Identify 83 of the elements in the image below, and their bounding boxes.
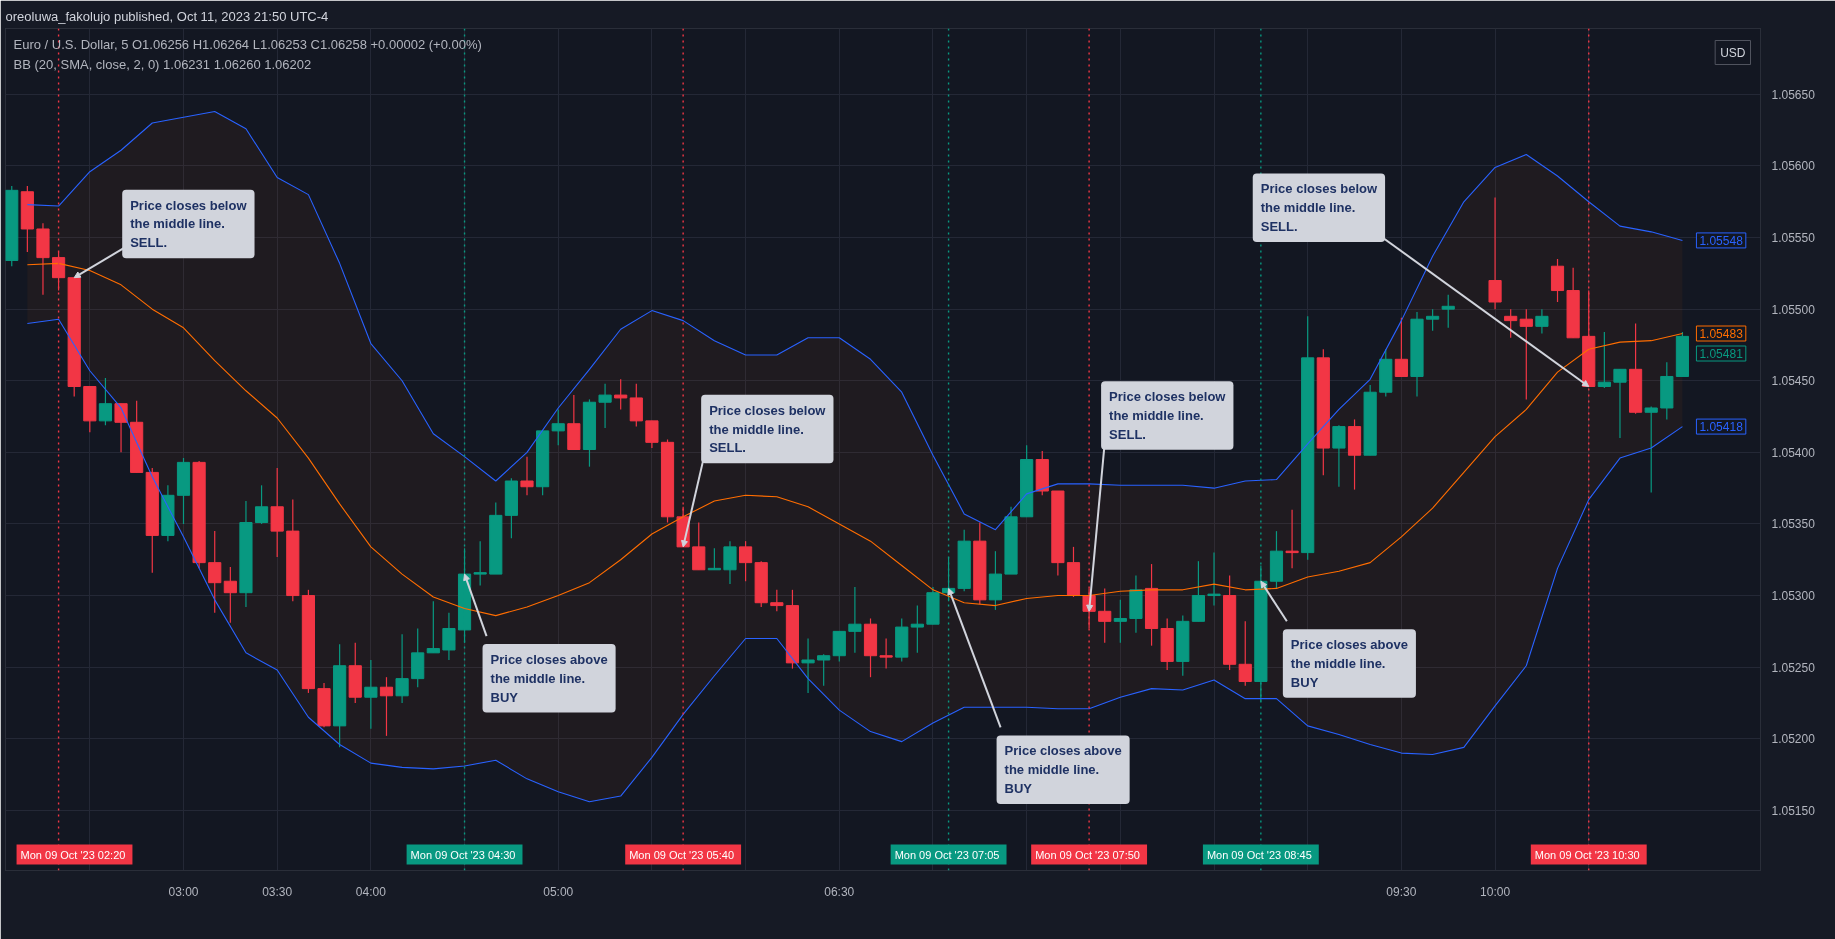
ref-line-label: Mon 09 Oct '23 07:50 <box>1035 848 1140 861</box>
candlestick <box>254 484 269 525</box>
y-axis-title: USD <box>1720 45 1746 60</box>
candlestick <box>442 612 456 661</box>
annotation: Price closes above the middle line. BUY <box>490 652 608 705</box>
candlestick <box>739 540 753 582</box>
candlestick <box>1332 424 1346 488</box>
candlestick <box>1535 308 1549 335</box>
candlestick <box>1426 308 1440 332</box>
candlestick <box>1113 599 1127 644</box>
candlestick <box>629 383 643 428</box>
candlestick <box>645 420 659 449</box>
candlestick <box>910 604 924 654</box>
candlestick <box>223 566 237 624</box>
candlestick <box>848 586 862 654</box>
candlestick <box>1238 620 1252 687</box>
annotation: BB (20, SMA, close, 2, 0) 1.06231 1.06260 1.06202 <box>13 56 312 72</box>
annotation: Price closes above the middle line. BUY <box>1290 637 1408 690</box>
annotation: Price closes below the middle line. SELL. <box>130 197 248 251</box>
data-label: 1.05418 <box>1699 420 1744 435</box>
candlestick <box>551 408 565 446</box>
x-tick-label: 09:30 <box>1386 884 1417 899</box>
y-tick-label: 1.05350 <box>1771 517 1816 532</box>
y-tick-label: 1.05250 <box>1771 660 1816 675</box>
candlestick <box>98 377 113 426</box>
candlestick <box>817 653 831 687</box>
candlestick <box>1644 405 1658 494</box>
x-tick-label: 05:00 <box>543 884 574 899</box>
candlestick <box>1098 587 1112 644</box>
x-tick-label: 03:00 <box>168 884 199 899</box>
y-tick-label: 1.05300 <box>1771 589 1816 604</box>
y-tick-label: 1.05600 <box>1771 159 1816 174</box>
candlestick <box>1441 294 1455 329</box>
y-tick-label: 1.05150 <box>1771 803 1816 818</box>
data-label: 1.05483 <box>1699 327 1744 342</box>
candlestick <box>1207 552 1221 607</box>
candlestick <box>379 676 394 737</box>
x-tick-label: 03:30 <box>262 884 293 899</box>
text: 1.05481 <box>1699 347 1743 362</box>
ref-line-label: Mon 09 Oct '23 05:40 <box>629 848 735 861</box>
y-tick-label: 1.05400 <box>1771 445 1816 460</box>
candlestick <box>1613 368 1627 439</box>
candlestick <box>879 637 893 670</box>
annotation: Price closes below the middle line. SELL. <box>709 402 827 456</box>
y-tick-label: 1.05550 <box>1771 231 1816 246</box>
candlestick <box>114 403 128 453</box>
y-tick-label: 1.05200 <box>1771 732 1816 747</box>
annotation: Price closes below the middle line. SELL. <box>1109 389 1227 442</box>
candlestick <box>473 540 487 587</box>
x-tick-label: 04:00 <box>355 884 387 899</box>
candlestick <box>520 456 534 496</box>
x-tick-label: 06:30 <box>824 884 855 899</box>
candlestick <box>364 659 378 730</box>
candlestick <box>692 521 706 571</box>
y-tick-label: 1.05650 <box>1771 87 1816 102</box>
ref-line-label: Mon 09 Oct '23 07:05 <box>894 848 1000 861</box>
ref-line-label: Mon 09 Oct '23 04:30 <box>410 848 516 861</box>
chart-title: oreoluwa_fakolujo published, Oct 11, 2023 21:50 UTC-4 <box>5 8 329 24</box>
candlestick <box>426 600 440 654</box>
candlestick <box>1504 308 1518 339</box>
y-tick-label: 1.05500 <box>1771 302 1816 317</box>
candlestick <box>723 540 737 585</box>
candlestick <box>208 530 222 614</box>
candlestick <box>598 383 612 429</box>
ref-line-label: Mon 09 Oct '23 10:30 <box>1534 848 1640 861</box>
text: Euro / U.S. Dollar, 5 O1.06256 H1.06264 L1.06253 C1.06258 +0.00002 (+0.00%) <box>13 36 482 52</box>
candlestick <box>614 378 628 410</box>
candlestick <box>801 637 815 694</box>
candlestick <box>395 633 409 704</box>
annotation: Price closes below the middle line. SELL. <box>1260 181 1378 234</box>
candlestick <box>1488 196 1502 310</box>
ref-line-label: Mon 09 Oct '23 02:20 <box>20 848 126 861</box>
candlestick <box>1394 317 1408 378</box>
ref-line-label: Mon 09 Oct '23 08:45 <box>1206 848 1312 861</box>
candlestick <box>1519 308 1533 400</box>
candlestick <box>1597 331 1611 389</box>
y-tick-label: 1.05450 <box>1771 374 1816 389</box>
x-tick-label: 10:00 <box>1480 884 1511 899</box>
candlestick <box>770 589 784 612</box>
candlestick <box>1285 509 1299 569</box>
annotation: Price closes above the middle line. BUY <box>1004 743 1122 796</box>
line-series <box>26 318 1683 803</box>
data-label: 1.05548 <box>1699 233 1744 248</box>
